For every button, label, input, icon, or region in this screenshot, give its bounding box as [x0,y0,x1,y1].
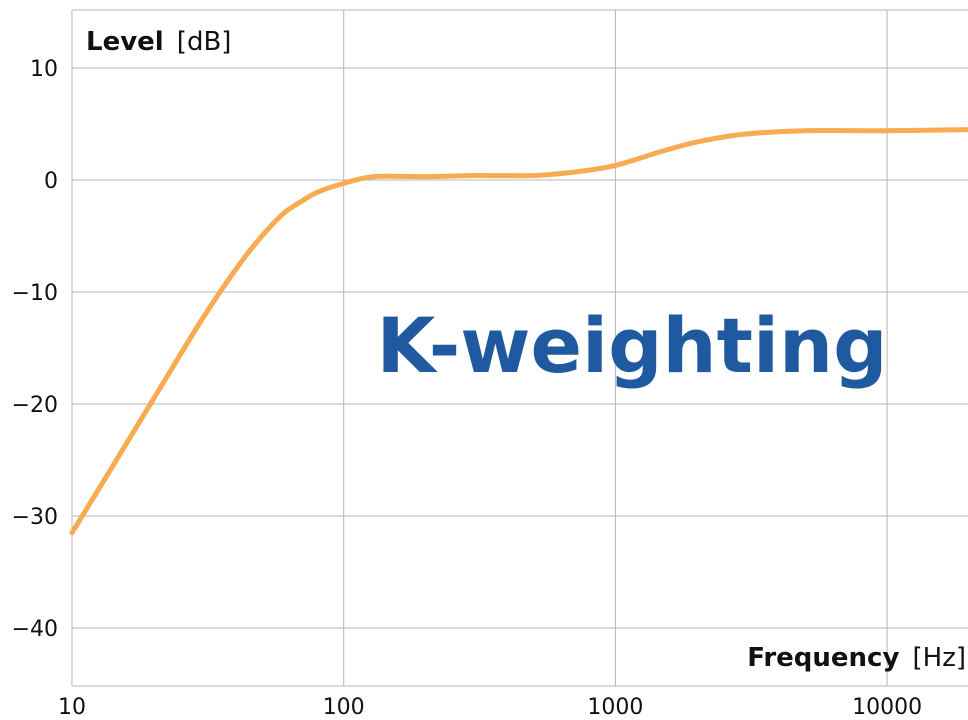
x-tick-label: 100 [323,695,365,720]
y-tick-labels: 10 0 −10 −20 −30 −40 [12,57,58,642]
x-tick-label: 10000 [852,695,922,720]
x-tick-label: 1000 [587,695,643,720]
y-tick-label: 0 [44,169,58,194]
y-tick-label: −30 [12,505,58,530]
k-weighting-curve [69,127,968,536]
y-tick-label: −10 [12,281,58,306]
x-tick-label: 10 [58,695,86,720]
y-axis-label-text: Level [86,27,164,57]
x-tick-labels: 10 100 1000 10000 [58,695,922,720]
y-axis-label: Level [dB] [86,27,231,57]
chart-annotation: K-weighting [376,301,887,390]
x-axis-label: Frequency [Hz] [747,643,966,673]
y-tick-label: −20 [12,393,58,418]
x-axis-label-text: Frequency [747,643,899,673]
y-tick-label: −40 [12,617,58,642]
x-axis-label-unit: [Hz] [913,643,967,673]
y-axis-label-unit: [dB] [177,27,232,57]
y-tick-label: 10 [30,57,58,82]
